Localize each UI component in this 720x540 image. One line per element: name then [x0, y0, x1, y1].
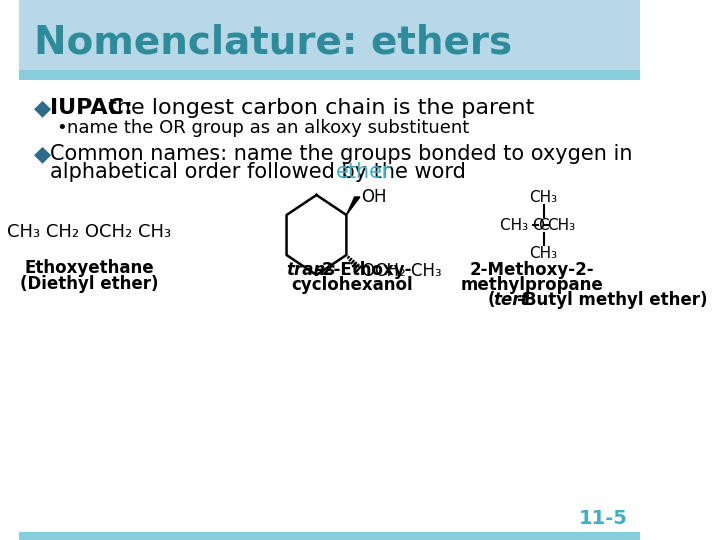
Text: 11-5: 11-5 — [578, 509, 627, 528]
Text: name the OR group as an alkoxy substituent: name the OR group as an alkoxy substitue… — [67, 119, 469, 137]
Text: (Diethyl ether): (Diethyl ether) — [20, 275, 158, 293]
Text: OCH₂ CH₃: OCH₂ CH₃ — [362, 262, 441, 280]
Text: Ethoxyethane: Ethoxyethane — [24, 259, 154, 277]
Text: -2-Ethoxy-: -2-Ethoxy- — [315, 261, 412, 279]
Text: trans: trans — [287, 261, 336, 279]
Text: Nomenclature: ethers: Nomenclature: ethers — [34, 23, 512, 61]
Text: •: • — [56, 119, 67, 137]
Polygon shape — [346, 197, 360, 215]
Text: cyclohexanol: cyclohexanol — [292, 276, 413, 294]
Text: C: C — [539, 218, 549, 233]
Text: the longest carbon chain is the parent: the longest carbon chain is the parent — [102, 98, 535, 118]
Text: tert: tert — [493, 291, 529, 309]
Text: -Butyl methyl ether): -Butyl methyl ether) — [517, 291, 707, 309]
FancyBboxPatch shape — [19, 70, 640, 80]
FancyBboxPatch shape — [19, 0, 640, 70]
Text: (: ( — [487, 291, 495, 309]
Text: alphabetical order followed by the word: alphabetical order followed by the word — [50, 162, 472, 182]
Text: CH₃: CH₃ — [529, 246, 558, 260]
Text: CH₃: CH₃ — [547, 218, 575, 233]
FancyBboxPatch shape — [19, 532, 640, 540]
Text: Common names: name the groups bonded to oxygen in: Common names: name the groups bonded to … — [50, 144, 632, 164]
Text: CH₃ O: CH₃ O — [500, 218, 546, 233]
Text: IUPAC:: IUPAC: — [50, 98, 132, 118]
Text: 2-Methoxy-2-: 2-Methoxy-2- — [470, 261, 595, 279]
Text: ether: ether — [336, 162, 392, 182]
Text: CH₃ CH₂ OCH₂ CH₃: CH₃ CH₂ OCH₂ CH₃ — [7, 223, 171, 241]
Text: ◆: ◆ — [34, 98, 51, 118]
Text: methylpropane: methylpropane — [461, 276, 604, 294]
Text: CH₃: CH₃ — [529, 190, 558, 205]
Text: ◆: ◆ — [34, 144, 51, 164]
Text: OH: OH — [361, 188, 387, 206]
